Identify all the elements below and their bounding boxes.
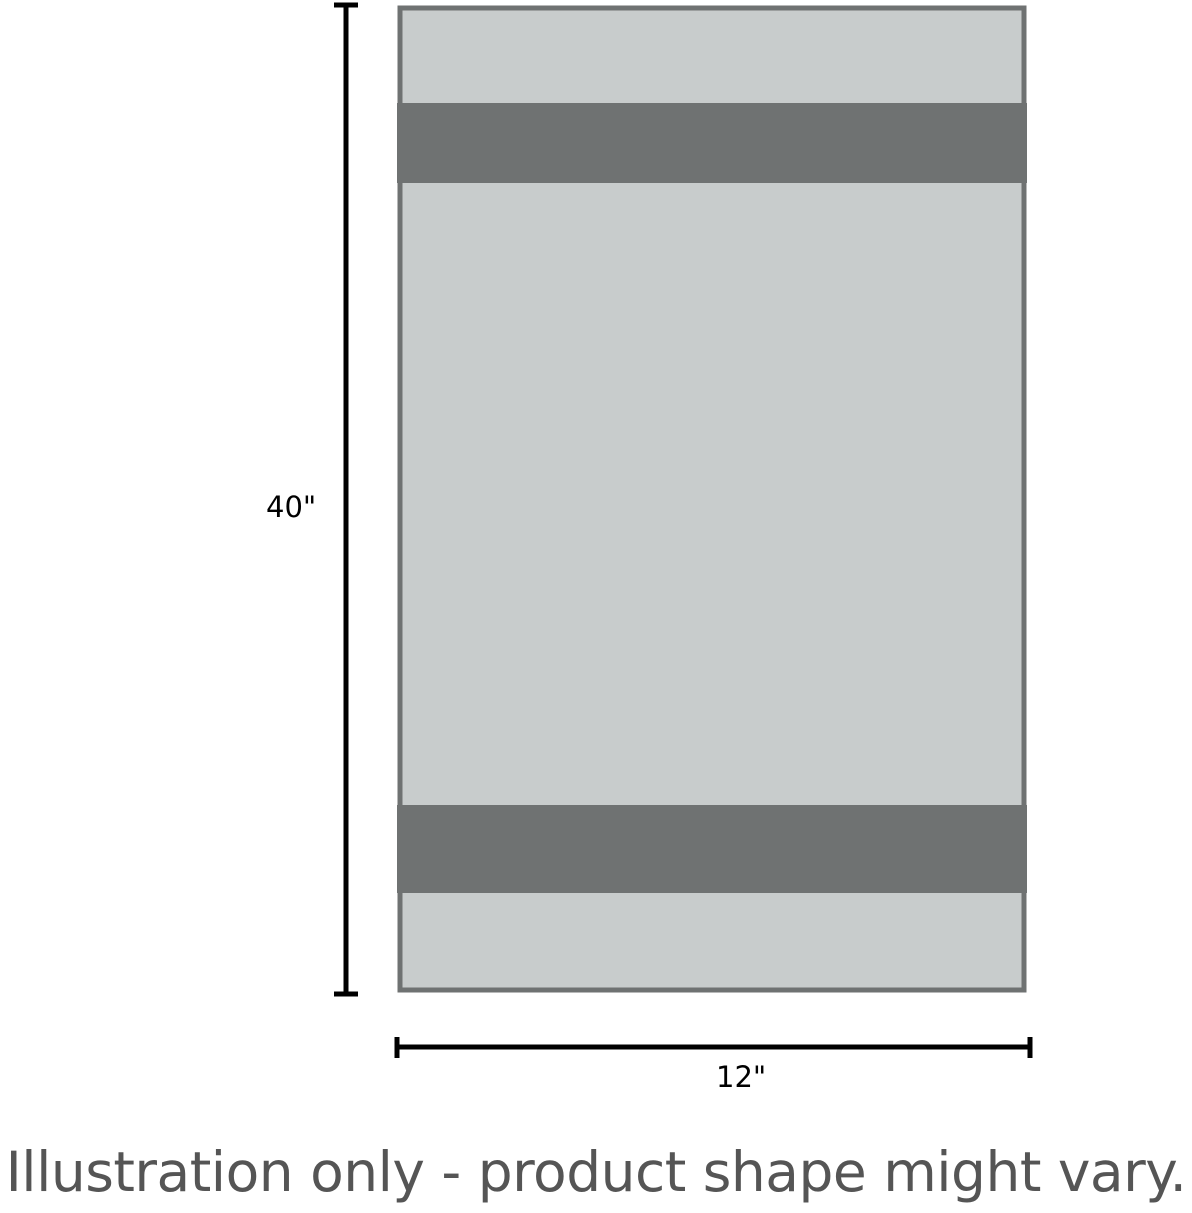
height-dimension-line	[334, 2, 358, 997]
bottom-band	[397, 805, 1027, 893]
width-dimension-line	[394, 1037, 1033, 1058]
width-label: 12"	[716, 1060, 767, 1094]
height-label: 40"	[266, 490, 317, 524]
disclaimer-caption: Illustration only - product shape might …	[5, 1140, 1187, 1204]
top-band	[397, 103, 1027, 183]
